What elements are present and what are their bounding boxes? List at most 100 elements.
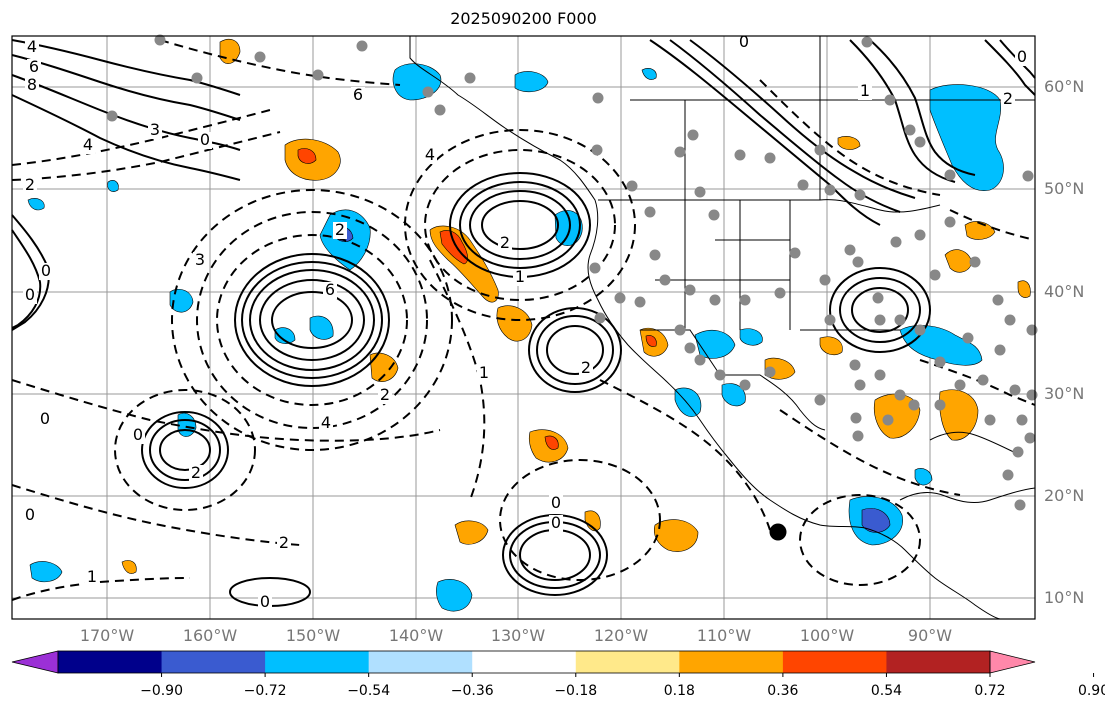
circle-dot-icon	[969, 256, 981, 268]
colorbar-tick-label: −0.54	[347, 683, 391, 699]
contour-label: 2	[191, 463, 201, 482]
contour-label-bg	[25, 77, 39, 94]
circle-dot-icon	[764, 152, 776, 164]
circle-dot-icon	[954, 379, 966, 391]
circle-dot-icon	[904, 124, 916, 136]
circle-dot-icon	[659, 274, 671, 286]
contour-label: 0	[40, 409, 50, 428]
circle-dot-icon	[626, 180, 638, 192]
contour-label-bg	[38, 411, 52, 428]
colorbar-tick-label: −0.72	[243, 683, 287, 699]
lat-label: 10°N	[1044, 588, 1085, 607]
colorbar-segment	[472, 651, 577, 673]
circle-dot-icon	[914, 229, 926, 241]
circle-dot-icon	[992, 294, 1004, 306]
contour-label: 2	[380, 385, 390, 404]
lon-label: 160°W	[182, 626, 238, 645]
circle-dot-icon	[714, 369, 726, 381]
contour-label-bg	[23, 287, 37, 304]
contour-label-bg	[277, 535, 291, 552]
circle-dot-icon	[739, 294, 751, 306]
colorbar-segment	[575, 651, 680, 673]
contour-label-bg	[23, 507, 37, 524]
circle-dot-icon	[589, 262, 601, 274]
circle-dot-icon	[852, 256, 864, 268]
circle-dot-icon	[422, 86, 434, 98]
coastlines	[409, 36, 1036, 620]
contour-label: 0	[25, 285, 35, 304]
contour-label-bg	[131, 427, 145, 444]
contour-label: 3	[150, 120, 160, 139]
circle-dot-icon	[914, 324, 926, 336]
lon-label: 110°W	[696, 626, 752, 645]
contour-label-bg	[323, 282, 337, 299]
contour-label-bg	[85, 569, 99, 586]
lat-label: 60°N	[1044, 77, 1085, 96]
contour-label-bg	[39, 263, 53, 280]
contour-label-bg	[27, 59, 41, 76]
contour-label: 3	[195, 250, 205, 269]
contour-label: 1	[515, 267, 525, 286]
contour-label: 6	[353, 85, 363, 104]
circle-dot-icon	[594, 312, 606, 324]
contour-label-bg	[378, 387, 392, 404]
circle-dot-icon	[824, 314, 836, 326]
circle-dot-icon	[1026, 324, 1038, 336]
circle-dot-icon	[789, 247, 801, 259]
lon-label: 100°W	[799, 626, 855, 645]
circle-dot-icon	[977, 374, 989, 386]
circle-dot-icon	[592, 92, 604, 104]
contour-label: 0	[133, 425, 143, 444]
colorbar-tick-label: 0.72	[974, 683, 1006, 699]
contour-label-bg	[579, 360, 593, 377]
contour-label-bg	[477, 365, 491, 382]
circle-dot-icon	[694, 354, 706, 366]
lon-label: 170°W	[79, 626, 135, 645]
circle-dot-icon	[1022, 170, 1034, 182]
anomaly-shading	[27, 39, 1031, 612]
circle-dot-icon	[934, 399, 946, 411]
lat-label: 50°N	[1044, 179, 1085, 198]
lat-label: 30°N	[1044, 384, 1085, 403]
contour-label-bg	[1001, 91, 1015, 108]
circle-dot-icon	[614, 292, 626, 304]
contour-label: 2	[279, 533, 289, 552]
circle-dot-icon	[708, 209, 720, 221]
circle-dot-icon	[106, 110, 118, 122]
circle-dot-icon	[634, 296, 646, 308]
circle-dot-icon	[1002, 469, 1014, 481]
circle-dot-icon	[154, 34, 166, 46]
circle-dot-icon	[874, 314, 886, 326]
contour-label-bg	[498, 235, 512, 252]
circle-dot-icon	[824, 184, 836, 196]
contour-label: 2	[335, 220, 345, 239]
circle-dot-icon	[434, 104, 446, 116]
circle-dot-icon	[674, 146, 686, 158]
circle-dot-icon	[1024, 432, 1036, 444]
colorbar-tick-label: 0.54	[870, 683, 903, 699]
lon-label: 90°W	[907, 626, 953, 645]
contour-label: 8	[27, 75, 37, 94]
circle-dot-icon	[914, 136, 926, 148]
colorbar-segment	[782, 651, 887, 673]
circle-dot-icon	[962, 332, 974, 344]
colorbar-tick-label: 0.18	[663, 683, 695, 699]
colorbar-tick-label: 0.90	[1077, 683, 1105, 699]
contour-label: 0	[739, 32, 749, 51]
circle-dot-icon	[709, 294, 721, 306]
contour-label: 0	[25, 505, 35, 524]
colorbar-segment	[265, 651, 370, 673]
circle-dot-icon	[934, 356, 946, 368]
circle-dot-icon	[734, 149, 746, 161]
circle-dot-icon	[814, 144, 826, 156]
circle-dot-icon	[894, 314, 906, 326]
circle-dot-icon	[882, 414, 894, 426]
circle-dot-icon	[890, 236, 902, 248]
circle-dot-icon	[929, 269, 941, 281]
circle-dot-icon	[844, 244, 856, 256]
contour-label-bg	[189, 465, 203, 482]
circle-dot-icon	[687, 129, 699, 141]
circle-dot-icon	[849, 359, 861, 371]
circle-dot-icon	[764, 366, 776, 378]
